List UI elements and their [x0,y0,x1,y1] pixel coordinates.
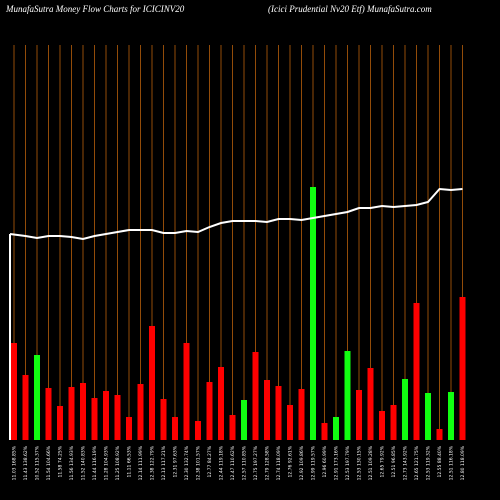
bar [287,405,293,440]
bar [68,387,75,440]
bar [390,405,397,440]
x-tick-label: 11.52 140.83% [81,445,87,480]
bar [229,415,236,440]
x-tick-label: 12.75 197.27% [253,445,259,480]
bar [206,382,213,440]
x-tick-label: 11.25 108.92% [115,445,121,480]
bar [310,187,316,440]
bar [34,355,40,440]
bar [45,388,52,440]
bar [298,389,305,440]
bar [22,375,29,440]
x-tick-label: 12.53 130.15% [357,445,363,480]
x-tick-label: 11.28 104.93% [104,445,110,480]
x-tick-label: 12.57 110.85% [242,445,248,480]
x-tick-label: 12.80 118.09% [460,445,466,480]
bar [425,393,431,440]
x-tick-label: 12.76 92.61% [288,445,294,477]
x-tick-label: 11.56 134.93% [69,445,75,480]
bar [333,417,339,440]
money-flow-line [9,187,463,241]
bar [126,417,132,440]
bar [114,395,121,440]
x-tick-label: 12.99 119.57% [311,445,317,480]
chart-title: MunafaSutra Money Flow Charts for ICICIN… [5,4,185,14]
x-tick-label: 11.58 74.25% [58,445,64,477]
x-tick-label: 12.30 132.74% [184,445,190,480]
x-tick-label: 12.51 116.18% [449,445,455,480]
bar [264,380,270,440]
bar [11,343,17,440]
bar [103,391,109,440]
chart-subtitle: (Icici Prudential Nv20 Etf) MunafaSutra.… [268,4,432,14]
x-tick-label: 12.47 110.62% [230,445,236,480]
x-tick-label: 12.92 109.86% [299,445,305,480]
bar [149,326,155,440]
x-tick-label: 12.65 121.75% [414,445,420,480]
x-tick-label: 12.13 117.21% [161,445,167,480]
x-tick-label: 11.11 66.53% [127,445,133,477]
bar [367,368,374,440]
x-tick-label: 12.77 84.27% [207,445,213,477]
bar [436,429,443,440]
bar [459,297,466,440]
x-tick-label: 12.96 60.99% [322,445,328,477]
bar [91,398,98,440]
x-tick-label: 11.44 116.19% [92,445,98,480]
bar [137,384,144,440]
bar [160,399,167,440]
bar [275,386,282,440]
bar [172,417,178,440]
bar [356,390,362,440]
x-tick-label: 12.44 119.18% [219,445,225,480]
x-tick-label: 12.51 109.28% [368,445,374,480]
bar [448,392,454,440]
bar [344,351,351,440]
bar [183,343,190,440]
bar [252,352,259,440]
x-tick-label: 12.38 122.79% [150,445,156,480]
bar [413,303,420,440]
bar [321,423,328,440]
bar [402,379,408,440]
x-tick-label: 12.55 88.40% [437,445,443,477]
x-tick-label: 12.38 101.57% [196,445,202,480]
x-tick-label: 12.51 96.85% [391,445,397,477]
x-tick-label: 11.03 168.85% [12,445,18,480]
x-tick-label: 12.73 143.92% [403,445,409,480]
x-tick-label: 12.74 118.09% [276,445,282,480]
x-tick-label: 12.91 173.16% [334,445,340,480]
bar [80,383,86,440]
x-tick-label: 12.31 97.63% [173,445,179,477]
bar [379,411,385,440]
x-tick-label: 12.79 128.58% [265,445,271,480]
x-tick-label: 12.53 197.79% [345,445,351,480]
bar [241,400,247,440]
bar [218,367,224,440]
bar [57,406,63,440]
x-tick-label: 12.14 111.99% [138,445,144,480]
bar [195,421,201,440]
x-tick-label: 12.65 79.92% [380,445,386,477]
x-tick-label: 11.54 104.66% [46,445,52,480]
x-tick-label: 11.43 138.62% [23,445,29,480]
x-tick-label: 10.52 115.37% [35,445,41,480]
x-tick-label: 12.53 119.32% [426,445,432,480]
